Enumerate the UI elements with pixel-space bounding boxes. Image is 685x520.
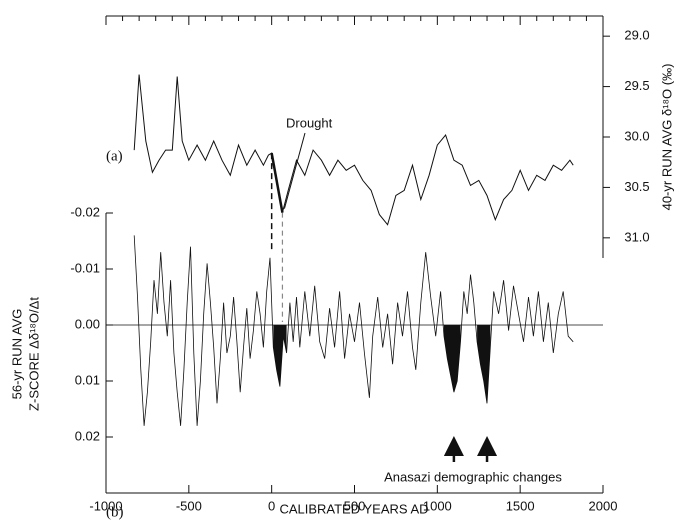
y2-tick-label: 30.5 [624,179,649,194]
drought-segment [270,152,284,213]
x-tick-label: 0 [268,498,275,513]
filled-area [273,325,287,387]
y-tick-label: -0.01 [70,260,100,275]
annotation: Drought [286,115,333,130]
filled-area [443,325,461,393]
panel-label: (b) [106,504,124,520]
y2-axis-label: 40-yr RUN AVG δ¹⁸O (‰) [659,64,674,211]
filled-area [477,325,491,404]
y-tick-label: 0.01 [75,372,100,387]
data-line [133,74,574,226]
x-tick-label: 2000 [589,498,618,513]
x-tick-label: -1000 [89,498,122,513]
y-tick-label: 0.00 [75,316,100,331]
x-tick-label: 1000 [423,498,452,513]
leader [283,132,306,209]
y2-tick-label: 29.0 [624,28,649,43]
y2-tick-label: 29.5 [624,78,649,93]
panel-label: (a) [106,148,123,164]
y-axis-label: Z-SCORE Δδ¹⁸O/Δt [26,297,41,411]
x-tick-label: -500 [176,498,202,513]
data-line [133,235,574,426]
x-tick-label: 1500 [506,498,535,513]
y2-tick-label: 30.0 [624,128,649,143]
y-axis-label: 56-yr RUN AVG [9,309,24,400]
x-axis-label: CALIBRATED YEARS AD [279,501,428,516]
y-tick-label: 0.02 [75,428,100,443]
y2-tick-label: 31.0 [624,229,649,244]
x-tick-label: 500 [344,498,366,513]
annotation: Anasazi demographic changes [384,469,562,484]
y-tick-label: -0.02 [70,204,100,219]
